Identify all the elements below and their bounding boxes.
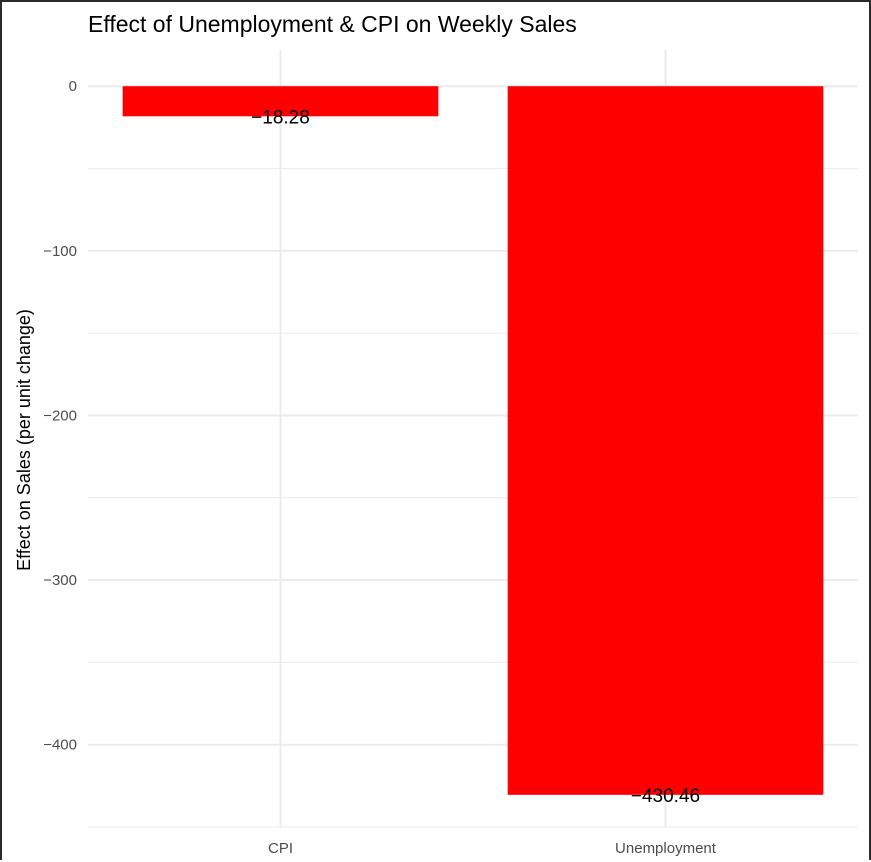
data-labels: −18.28 −430.46	[251, 107, 700, 807]
bar-series	[122, 86, 824, 795]
x-tick-label: Unemployment	[615, 840, 717, 857]
bar-unemployment	[507, 86, 824, 795]
x-tick-label: CPI	[268, 840, 293, 857]
chart-title: Effect of Unemployment & CPI on Weekly S…	[88, 11, 577, 37]
data-label: −430.46	[631, 786, 700, 807]
x-axis-ticks: CPI Unemployment	[268, 840, 717, 857]
y-axis-title: Effect on Sales (per unit change)	[14, 309, 34, 571]
bar-cpi	[122, 86, 439, 117]
y-tick-label: −100	[43, 243, 77, 260]
y-tick-label: 0	[69, 78, 77, 95]
y-tick-label: −300	[43, 572, 77, 589]
data-label: −18.28	[251, 107, 310, 128]
y-tick-label: −400	[43, 737, 77, 754]
y-tick-label: −200	[43, 407, 77, 424]
y-axis-ticks: 0 −100 −200 −300 −400	[43, 78, 77, 753]
